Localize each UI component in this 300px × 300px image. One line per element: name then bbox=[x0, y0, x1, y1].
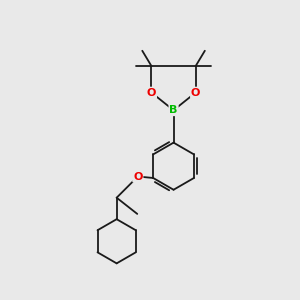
Text: O: O bbox=[191, 88, 200, 98]
Text: O: O bbox=[133, 172, 142, 182]
Text: B: B bbox=[169, 105, 178, 115]
Text: O: O bbox=[147, 88, 156, 98]
